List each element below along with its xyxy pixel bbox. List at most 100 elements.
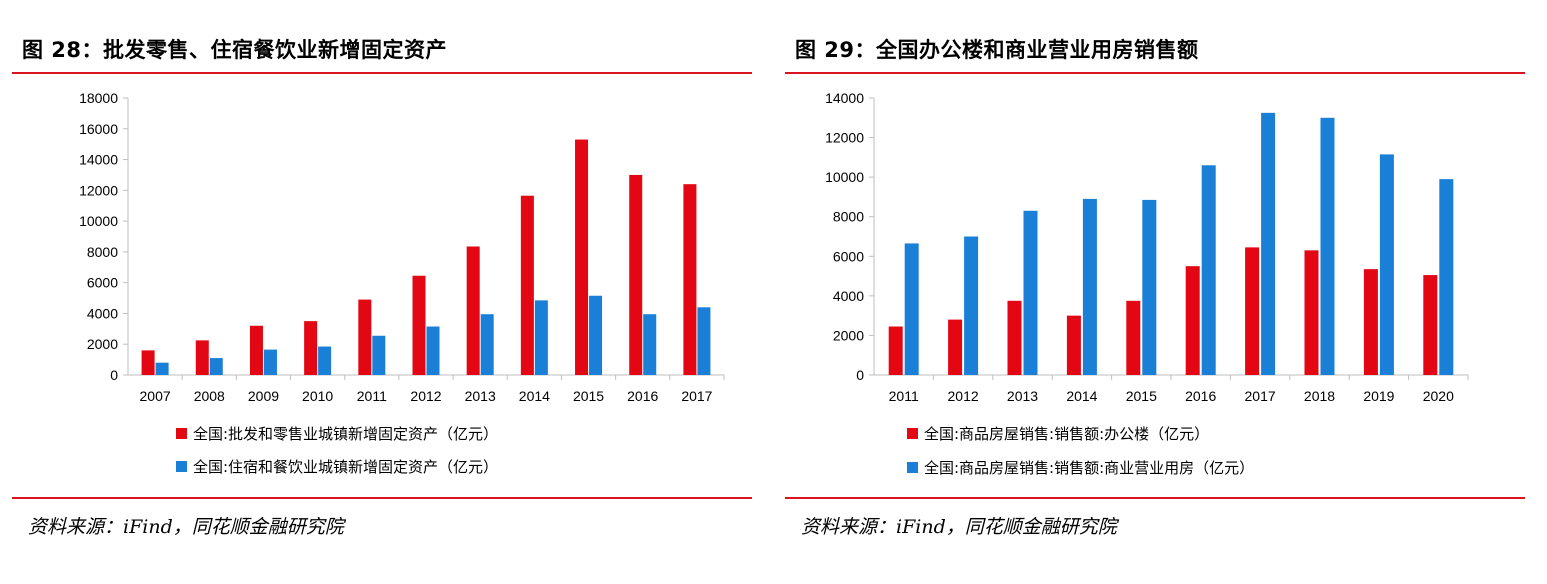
bar-series-2 <box>480 314 494 375</box>
bar-series-1 <box>1007 300 1022 375</box>
bar-series-2 <box>263 349 277 375</box>
bar-series-2 <box>318 346 332 375</box>
x-tick-label: 2015 <box>1126 388 1157 404</box>
bar-series-2 <box>1261 112 1276 375</box>
legend-swatch <box>176 428 187 439</box>
bar-series-1 <box>1245 247 1260 375</box>
y-tick-label: 6000 <box>833 248 864 264</box>
figure-title: 图 29：全国办公楼和商业营业用房销售额 <box>795 38 1199 62</box>
legend-swatch <box>907 462 918 473</box>
x-tick-label: 2016 <box>627 388 658 404</box>
bar-series-1 <box>520 195 534 375</box>
bar-series-1 <box>1304 250 1319 375</box>
y-tick-label: 10000 <box>825 169 864 185</box>
bar-series-1 <box>948 319 963 375</box>
y-tick-label: 4000 <box>833 288 864 304</box>
left-figure-panel: 图 28：批发零售、住宿餐饮业新增固定资产 0 2000 4000 6000 8000 1… <box>0 0 760 584</box>
figure-title: 图 28：批发零售、住宿餐饮业新增固定资产 <box>22 38 448 62</box>
y-tick-label: 8000 <box>87 244 118 260</box>
x-tick-label: 2018 <box>1304 388 1335 404</box>
bar-series-2 <box>1201 165 1216 375</box>
source-note: 资料来源：iFind，同花顺金融研究院 <box>28 516 344 538</box>
y-tick-label: 0 <box>110 367 118 383</box>
legend-swatch <box>176 461 187 472</box>
x-tick-label: 2013 <box>1007 388 1038 404</box>
bar-series-1 <box>141 350 155 375</box>
x-tick-label: 2017 <box>681 388 712 404</box>
title-rule <box>785 72 1525 74</box>
bar-series-1 <box>1423 275 1438 375</box>
bar-series-1 <box>195 340 209 375</box>
bar-series-2 <box>155 362 169 375</box>
bar-series-1 <box>304 321 318 375</box>
x-tick-label: 2011 <box>889 388 919 404</box>
bar-series-1 <box>1126 300 1141 375</box>
bar-series-1 <box>412 275 426 375</box>
legend-label: 全国:批发和零售业城镇新增固定资产（亿元） <box>193 425 498 443</box>
x-tick-label: 2017 <box>1245 388 1276 404</box>
bar-series-2 <box>964 236 979 375</box>
x-tick-label: 2016 <box>1185 388 1216 404</box>
bar-series-1 <box>249 325 263 375</box>
y-tick-label: 18000 <box>79 90 118 106</box>
right-figure-panel: 图 29：全国办公楼和商业营业用房销售额 0 2000 4000 6000 8000 10… <box>773 0 1533 584</box>
x-tick-label: 2013 <box>465 388 496 404</box>
bar-series-2 <box>1320 117 1335 376</box>
y-tick-label: 12000 <box>825 130 864 146</box>
x-tick-label: 2012 <box>948 388 979 404</box>
source-rule <box>785 497 1525 499</box>
bar-series-2 <box>1379 154 1394 375</box>
bar-series-1 <box>888 326 903 375</box>
bar-series-2 <box>426 326 440 375</box>
y-tick-label: 4000 <box>87 305 118 321</box>
x-tick-label: 2007 <box>140 388 171 404</box>
x-tick-label: 2009 <box>248 388 279 404</box>
y-tick-label: 12000 <box>79 182 118 198</box>
bar-series-2 <box>589 295 603 375</box>
y-tick-label: 2000 <box>833 327 864 343</box>
bar-series-1 <box>629 174 643 375</box>
bar-series-1 <box>575 139 589 375</box>
bar-series-1 <box>358 299 372 375</box>
y-tick-label: 14000 <box>79 152 118 168</box>
x-tick-label: 2008 <box>194 388 225 404</box>
bar-series-2 <box>1439 179 1454 375</box>
bar-chart: 0 2000 4000 6000 8000 10000 12000 14000 16000 180… <box>79 90 725 476</box>
y-tick-label: 0 <box>856 367 864 383</box>
y-tick-label: 10000 <box>79 213 118 229</box>
x-tick-label: 2014 <box>1066 388 1097 404</box>
y-tick-label: 14000 <box>825 90 864 106</box>
legend-swatch <box>907 428 918 439</box>
bar-series-2 <box>643 314 657 375</box>
x-tick-label: 2011 <box>357 388 387 404</box>
bar-chart: 0 2000 4000 6000 8000 10000 12000 14000 2011 2012… <box>825 90 1469 477</box>
x-tick-label: 2015 <box>573 388 604 404</box>
legend-label: 全国:商品房屋销售:销售额:办公楼（亿元） <box>924 425 1209 443</box>
bar-series-1 <box>1066 315 1081 375</box>
x-tick-label: 2014 <box>519 388 550 404</box>
bar-series-1 <box>1363 269 1378 375</box>
y-tick-label: 6000 <box>87 275 118 291</box>
bar-series-2 <box>372 335 386 375</box>
bar-series-2 <box>1082 198 1097 375</box>
bar-series-1 <box>1185 266 1200 375</box>
x-tick-label: 2019 <box>1363 388 1394 404</box>
title-rule <box>12 72 752 74</box>
y-tick-label: 2000 <box>87 336 118 352</box>
legend-label: 全国:商品房屋销售:销售额:商业营业用房（亿元） <box>924 459 1254 477</box>
y-tick-label: 16000 <box>79 121 118 137</box>
bar-series-2 <box>534 300 548 375</box>
bar-series-2 <box>697 307 711 375</box>
bar-series-2 <box>209 358 223 375</box>
x-tick-label: 2010 <box>302 388 333 404</box>
bar-series-2 <box>904 243 919 375</box>
legend-label: 全国:住宿和餐饮业城镇新增固定资产（亿元） <box>193 458 498 476</box>
bar-series-1 <box>466 246 480 375</box>
y-tick-label: 8000 <box>833 209 864 225</box>
source-note: 资料来源：iFind，同花顺金融研究院 <box>801 516 1117 538</box>
bar-series-2 <box>1023 210 1038 375</box>
bar-series-2 <box>1142 199 1157 375</box>
bar-series-1 <box>683 184 697 375</box>
x-tick-label: 2012 <box>410 388 441 404</box>
x-tick-label: 2020 <box>1423 388 1454 404</box>
